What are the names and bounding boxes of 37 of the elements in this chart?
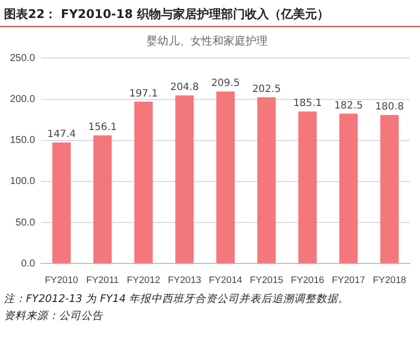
- y-tick-label: 0.0: [21, 258, 36, 270]
- bar: [298, 112, 317, 264]
- bar: [380, 115, 399, 264]
- x-tick-label: FY2011: [86, 274, 119, 286]
- data-label: 197.1: [129, 88, 158, 100]
- y-tick-label: 250.0: [10, 52, 36, 64]
- x-tick-label: FY2017: [332, 274, 366, 286]
- data-label: 147.4: [47, 129, 76, 140]
- y-tick-label: 100.0: [10, 176, 36, 188]
- data-label: 180.8: [375, 102, 404, 113]
- data-label: 204.8: [170, 82, 199, 93]
- bar: [93, 135, 112, 264]
- x-tick-label: FY2012: [126, 274, 160, 286]
- data-label: 156.1: [88, 122, 117, 133]
- y-tick-label: 50.0: [16, 217, 36, 228]
- data-label: 202.5: [252, 84, 281, 95]
- bar: [175, 95, 194, 264]
- chart-title: 图表22： FY2010-18 织物与家居护理部门收入（亿美元）: [0, 0, 420, 27]
- x-tick-label: FY2016: [290, 274, 324, 286]
- x-tick-label: FY2018: [372, 274, 406, 286]
- text: 注：FY2012-13 为 FY14 年报中西班牙合资公司并表后追溯调整数据。: [4, 292, 350, 307]
- y-tick-label: 200.0: [10, 94, 36, 106]
- bar: [257, 97, 276, 264]
- data-label: 209.5: [211, 78, 240, 90]
- x-tick-label: FY2014: [208, 274, 242, 286]
- data-label: 185.1: [293, 98, 322, 110]
- bar: [216, 91, 235, 264]
- bar: [134, 102, 153, 264]
- chart-subtitle: 婴幼儿、女性和家庭护理: [146, 34, 268, 48]
- x-tick-label: FY2015: [250, 274, 284, 286]
- bar: [339, 114, 358, 264]
- bar: [52, 142, 71, 264]
- data-label: 182.5: [334, 100, 363, 112]
- x-tick-label: FY2010: [44, 274, 78, 286]
- text: 资料来源：公司公告: [4, 309, 104, 324]
- y-tick-label: 150.0: [10, 135, 36, 146]
- x-tick-label: FY2013: [168, 274, 202, 286]
